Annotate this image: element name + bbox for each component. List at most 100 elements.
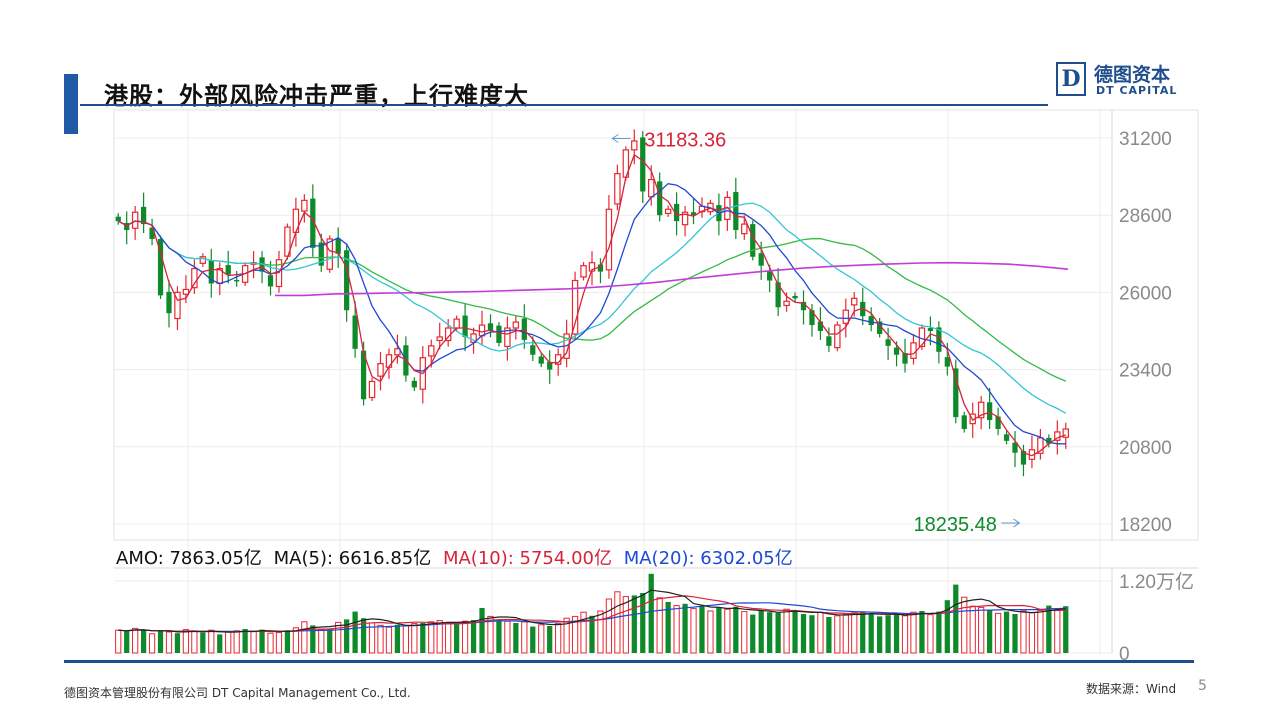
candle-body-up xyxy=(394,348,401,356)
price-tick-label: 23400 xyxy=(1119,361,1172,382)
volume-bar-up xyxy=(783,608,790,654)
volume-bar-up xyxy=(538,624,545,654)
legend-ma10: MA(10): 5754.00亿 xyxy=(442,548,612,569)
volume-bar-up xyxy=(436,620,443,654)
volume-bar-down xyxy=(200,632,206,653)
volume-bar-up xyxy=(842,614,849,654)
ma20-line xyxy=(117,202,1067,414)
volume-bar-down xyxy=(589,615,595,653)
logo-name-en: DT CAPITAL xyxy=(1096,84,1178,97)
volume-bar-down xyxy=(1012,614,1018,653)
candle-body-up xyxy=(681,211,689,226)
footer-company: 德图资本管理股份有限公司 DT Capital Management Co., … xyxy=(64,686,411,700)
candle-body-down xyxy=(335,238,341,254)
candle-body-up xyxy=(834,324,841,349)
page-number: 5 xyxy=(1198,678,1207,694)
min-marker-arrowhead xyxy=(1013,518,1021,528)
volume-bar-up xyxy=(165,631,173,654)
volume-bar-up xyxy=(656,597,663,654)
candle-body-up xyxy=(741,223,748,235)
candle-body-up xyxy=(199,256,207,264)
candle-body-up xyxy=(783,300,790,307)
volume-bar-up xyxy=(555,623,562,654)
candle-body-up xyxy=(977,401,985,419)
candle-body-down xyxy=(792,295,798,299)
volume-bar-down xyxy=(699,606,705,653)
candle-body-up xyxy=(580,265,587,278)
legend-ma20: MA(20): 6302.05亿 xyxy=(623,548,793,569)
candle-body-down xyxy=(961,415,967,429)
volume-bar-down xyxy=(944,600,950,653)
candle-body-down xyxy=(885,339,891,346)
footer-divider xyxy=(64,660,1194,663)
volume-bar-down xyxy=(631,595,637,653)
volume-bar-up xyxy=(208,629,215,654)
candle-body-down xyxy=(733,192,739,231)
candle-body-up xyxy=(1062,428,1069,438)
volume-bar-up xyxy=(978,606,985,654)
candle-body-up xyxy=(182,288,190,295)
candle-body-up xyxy=(910,342,917,359)
volume-bar-down xyxy=(665,602,671,653)
candle-body-up xyxy=(918,327,926,348)
volume-bar-up xyxy=(504,620,511,654)
volume-bar-up xyxy=(301,621,308,654)
candle-body-down xyxy=(496,325,502,343)
volume-bar-down xyxy=(809,615,815,653)
volume-bar-down xyxy=(868,613,874,653)
volume-bar-down xyxy=(792,611,798,653)
volume-bar-up xyxy=(910,611,917,654)
title-divider xyxy=(80,104,1048,106)
volume-bar-up xyxy=(233,630,240,654)
volume-bar-up xyxy=(817,611,824,654)
candle-body-down xyxy=(318,242,324,266)
candle-body-up xyxy=(368,380,376,399)
candle-body-up xyxy=(377,363,384,377)
candle-body-up xyxy=(326,238,333,270)
candle-body-down xyxy=(893,347,900,355)
volume-bar-down xyxy=(733,606,739,653)
volume-bar-up xyxy=(182,629,190,654)
candle-body-up xyxy=(647,178,655,198)
volume-bar-up xyxy=(1028,612,1036,654)
price-tick-label: 28600 xyxy=(1119,206,1172,227)
legend-amo: AMO: 7863.05亿 xyxy=(116,548,262,569)
volume-bar-down xyxy=(513,623,519,653)
candle-body-up xyxy=(504,327,511,348)
candle-body-down xyxy=(868,316,874,326)
volume-bar-up xyxy=(563,617,570,654)
candle-body-down xyxy=(149,227,155,239)
candle-body-down xyxy=(208,260,214,284)
candle-body-down xyxy=(530,345,536,355)
price-tick-label: 18200 xyxy=(1119,515,1172,536)
volume-bar-down xyxy=(758,610,764,653)
candle-body-up xyxy=(842,309,850,324)
volume-bar-up xyxy=(428,621,435,654)
volume-bar-up xyxy=(385,626,393,654)
volume-bar-up xyxy=(1020,610,1027,654)
ma10-line xyxy=(117,183,1066,445)
candle-body-down xyxy=(1020,450,1027,465)
volume-bar-down xyxy=(259,629,265,653)
candle-body-down xyxy=(462,315,468,337)
candle-body-up xyxy=(131,211,139,229)
candle-body-down xyxy=(166,291,172,314)
candle-body-down xyxy=(877,321,883,334)
volume-bar-down xyxy=(953,584,959,653)
candle-body-down xyxy=(690,212,697,216)
candle-body-down xyxy=(124,222,130,231)
candle-body-down xyxy=(750,224,756,257)
volume-bar-down xyxy=(1003,611,1010,653)
candle-body-down xyxy=(987,402,993,421)
volume-bar-up xyxy=(724,608,731,654)
volume-bar-up xyxy=(445,621,452,654)
candle-body-up xyxy=(301,199,308,212)
candle-body-down xyxy=(775,282,781,308)
volume-legend: AMO: 7863.05亿 MA(5): 6616.85亿 MA(10): 57… xyxy=(116,544,799,570)
volume-bar-down xyxy=(394,624,401,653)
volume-bar-up xyxy=(741,611,748,654)
candle-body-down xyxy=(225,265,231,275)
volume-bar-up xyxy=(851,612,858,654)
volume-bar-down xyxy=(454,624,460,653)
